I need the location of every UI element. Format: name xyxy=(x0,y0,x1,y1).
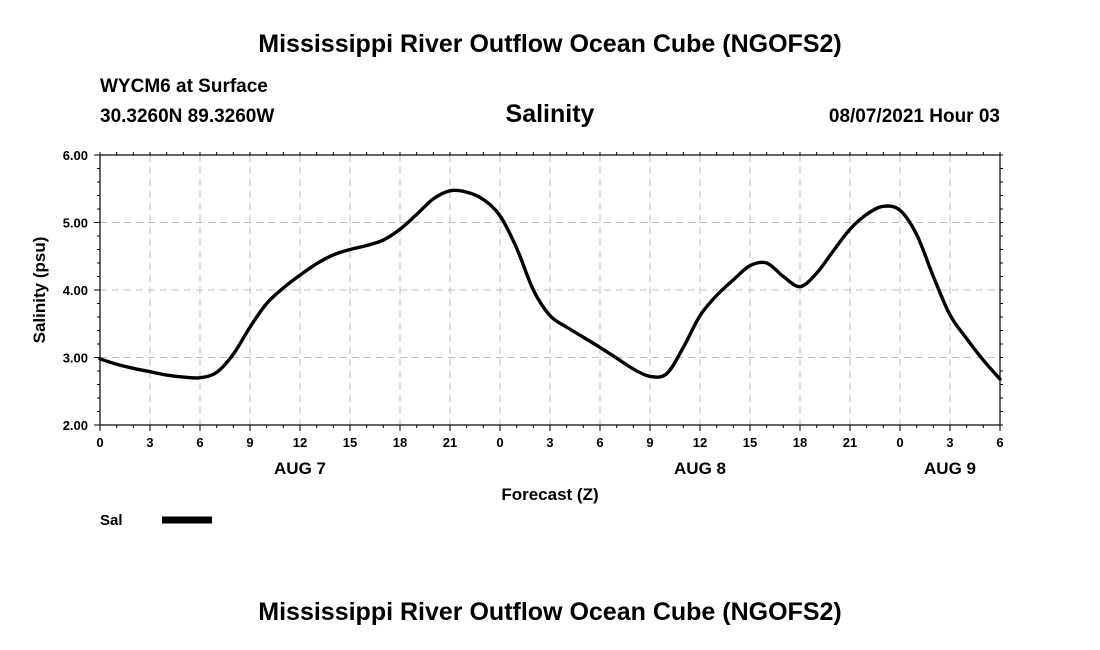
x-tick-label: 9 xyxy=(646,435,653,450)
y-tick-label: 3.00 xyxy=(63,351,88,366)
y-tick-label: 2.00 xyxy=(63,418,88,433)
legend: Sal xyxy=(100,512,212,529)
legend-label-sal: Sal xyxy=(100,512,123,529)
x-tick-label: 21 xyxy=(843,435,857,450)
x-tick-label: 3 xyxy=(546,435,553,450)
x-tick-label: 18 xyxy=(393,435,407,450)
x-tick-label: 6 xyxy=(196,435,203,450)
date-label: AUG 7 xyxy=(274,459,326,478)
axis-labels: 0 3 6 9 12 15 18 21 0 3 6 9 12 15 18 21 0 3 6 2.00 3.00 4.00 5… xyxy=(63,148,1004,478)
x-tick-label: 3 xyxy=(946,435,953,450)
footer-title: Mississippi River Outflow Ocean Cube (NG… xyxy=(258,598,842,626)
x-tick-label: 12 xyxy=(693,435,707,450)
x-tick-label: 15 xyxy=(343,435,357,450)
x-tick-label: 9 xyxy=(246,435,253,450)
x-tick-label: 0 xyxy=(496,435,503,450)
station-label: WYCM6 at Surface xyxy=(100,76,268,97)
chart-subtitle: Salinity xyxy=(505,100,595,128)
y-axis-title: Salinity (psu) xyxy=(30,237,49,344)
y-tick-label: 6.00 xyxy=(63,148,88,163)
x-tick-label: 6 xyxy=(996,435,1003,450)
axis-ticks xyxy=(94,152,1003,431)
forecast-datetime: 08/07/2021 Hour 03 xyxy=(828,106,1000,127)
x-tick-label: 3 xyxy=(146,435,153,450)
x-tick-label: 6 xyxy=(596,435,603,450)
y-tick-label: 4.00 xyxy=(63,283,88,298)
x-tick-label: 0 xyxy=(896,435,903,450)
salinity-series-line xyxy=(98,188,1002,381)
date-label: AUG 9 xyxy=(924,459,976,478)
coordinates-label: 30.3260N 89.3260W xyxy=(100,106,275,127)
grid-lines xyxy=(100,155,1000,425)
x-tick-label: 15 xyxy=(743,435,757,450)
y-tick-label: 5.00 xyxy=(63,216,88,231)
x-tick-label: 18 xyxy=(793,435,807,450)
chart-title: Mississippi River Outflow Ocean Cube (NG… xyxy=(258,30,842,58)
x-tick-label: 21 xyxy=(443,435,457,450)
x-axis-title: Forecast (Z) xyxy=(501,485,598,504)
x-tick-label: 0 xyxy=(96,435,103,450)
x-tick-label: 12 xyxy=(293,435,307,450)
date-label: AUG 8 xyxy=(674,459,726,478)
